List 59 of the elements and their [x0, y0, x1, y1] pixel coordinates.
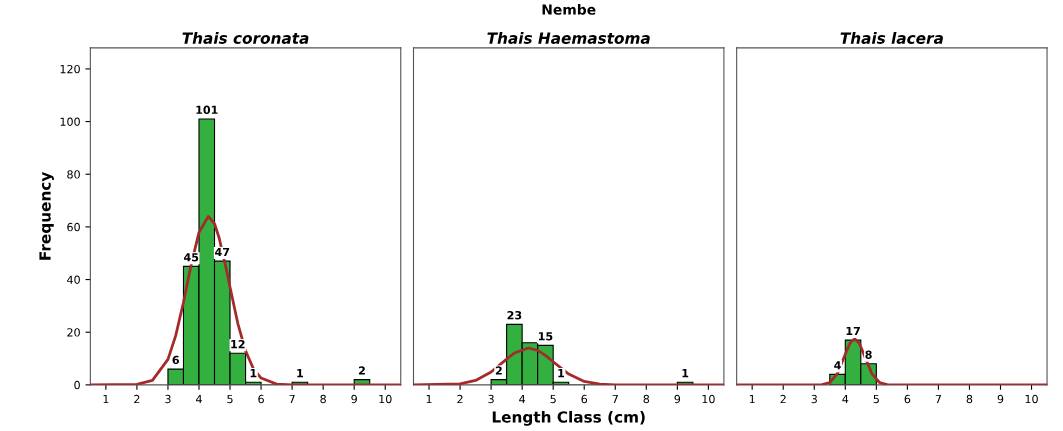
x-tick-label: 2: [780, 394, 786, 404]
x-tick-label: 5: [227, 394, 233, 404]
x-tick-label: 9: [997, 394, 1004, 404]
x-tick-label: 6: [258, 394, 264, 404]
y-tick-label: 80: [67, 170, 80, 179]
data-label: 12: [231, 339, 245, 349]
data-label: 2: [358, 366, 365, 375]
chart-title: Thais lacera: [840, 32, 943, 44]
x-tick-label: 3: [165, 394, 171, 404]
y-tick-label: 60: [67, 222, 80, 232]
x-tick-label: 10: [702, 394, 715, 404]
x-tick-label: 1: [749, 394, 755, 404]
x-tick-label: 7: [935, 394, 941, 404]
x-tick-label: 4: [519, 394, 526, 404]
data-label: 17: [846, 326, 860, 336]
y-tick-label: 40: [67, 275, 80, 284]
x-tick-label: 3: [488, 394, 494, 404]
x-tick-label: 4: [196, 394, 202, 404]
x-tick-label: 5: [550, 394, 556, 404]
data-label: 8: [865, 350, 872, 359]
x-tick-label: 1: [426, 394, 432, 404]
data-label: 1: [558, 369, 565, 378]
x-tick-label: 2: [457, 394, 463, 404]
chart-title: Thais Haemastoma: [487, 32, 650, 44]
x-tick-label: 7: [289, 394, 295, 404]
y-axis-title: Frequency: [39, 171, 54, 260]
data-label: 15: [538, 332, 553, 341]
x-tick-label: 8: [643, 394, 650, 404]
data-label: 23: [507, 310, 522, 320]
x-tick-label: 6: [581, 394, 588, 404]
chart-title: Thais coronata: [182, 32, 309, 44]
x-tick-label: 3: [811, 394, 817, 404]
data-label: 1: [682, 369, 689, 378]
x-tick-label: 8: [320, 394, 326, 404]
x-tick-label: 10: [1025, 394, 1038, 404]
x-tick-label: 10: [379, 394, 392, 404]
x-tick-label: 2: [134, 394, 140, 404]
x-tick-label: 9: [674, 394, 681, 404]
data-label: 45: [184, 253, 199, 262]
x-tick-label: 1: [103, 394, 109, 404]
y-tick-label: 20: [67, 328, 80, 337]
x-axis-title: Length Class (cm): [492, 410, 645, 426]
text: Nembe: [542, 4, 596, 15]
data-label: 2: [495, 366, 502, 375]
x-tick-label: 5: [873, 394, 879, 404]
x-tick-label: 4: [842, 394, 849, 404]
x-tick-label: 8: [966, 394, 973, 404]
data-label: 1: [250, 369, 257, 378]
data-label: 6: [172, 355, 179, 365]
y-tick-label: 120: [60, 64, 80, 74]
data-label: 47: [215, 247, 230, 257]
data-label: 101: [196, 105, 218, 115]
data-label: 4: [834, 361, 841, 370]
x-tick-label: 6: [904, 394, 911, 404]
x-tick-label: 7: [612, 394, 618, 404]
data-label: 1: [297, 369, 303, 378]
x-tick-label: 9: [351, 394, 357, 404]
y-tick-label: 100: [60, 117, 80, 126]
y-tick-label: 0: [74, 380, 80, 390]
